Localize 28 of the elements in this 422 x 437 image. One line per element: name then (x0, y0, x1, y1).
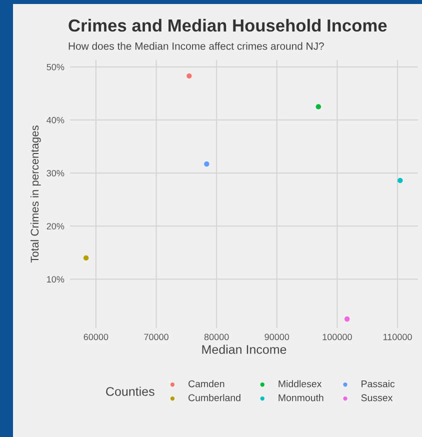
chart-subtitle: How does the Median Income affect crimes around NJ? (68, 42, 324, 50)
point (186, 73, 192, 79)
y-axis-title: Total Crimes in percentages (30, 126, 41, 263)
y-tick-label: 10% (47, 276, 64, 283)
x-tick-label: 90000 (264, 334, 290, 340)
legend-label: Monmouth (278, 394, 324, 402)
legend-title: Counties (106, 386, 154, 396)
x-tick-label: 100000 (322, 334, 352, 340)
point (344, 316, 350, 322)
legend-label: Passaic (362, 380, 395, 388)
point (83, 255, 89, 261)
y-tick-label: 30% (46, 170, 64, 176)
chart-title: Crimes and Median Household Income (68, 18, 387, 32)
x-tick-label: 60000 (84, 334, 108, 340)
y-tick-label: 50% (46, 64, 64, 70)
legend-label: Camden (188, 380, 224, 388)
point (316, 104, 322, 110)
point (204, 161, 210, 167)
legend-label: Cumberland (188, 394, 240, 402)
x-tick-label: 80000 (204, 334, 229, 340)
y-tick-label: 40% (46, 116, 64, 124)
legend-label: Sussex (361, 394, 393, 402)
x-tick-label: 110000 (383, 334, 412, 340)
legend-label: Middlesex (278, 380, 322, 388)
y-tick-label: 20% (46, 223, 64, 230)
point (398, 178, 403, 184)
x-tick-label: 70000 (144, 334, 168, 340)
x-axis-title: Median Income (202, 344, 286, 354)
